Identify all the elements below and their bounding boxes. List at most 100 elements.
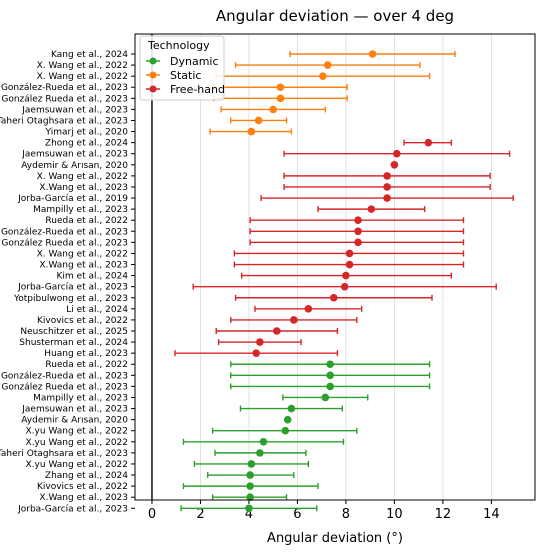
data-point (383, 183, 391, 191)
y-tick-label: X. Wang et al., 2022 (37, 172, 128, 182)
data-point (345, 260, 354, 269)
y-tick-label: Neuschitzer et al., 2025 (20, 327, 128, 337)
data-point (329, 293, 338, 302)
y-tick-label: Yotpibulwong et al., 2023 (13, 294, 128, 304)
legend-title: Technology (147, 39, 210, 52)
y-tick-label: X.yu Wang et al., 2022 (26, 438, 128, 448)
y-tick-label: Jorba-García et al., 2023 (17, 504, 128, 514)
x-tick-label: 4 (245, 507, 253, 522)
y-tick-label: Huang et al., 2023 (44, 349, 128, 359)
y-tick-label: Mampilly et al., 2023 (33, 393, 128, 403)
data-point (424, 138, 433, 147)
data-point (247, 127, 256, 136)
legend-label-dynamic: Dynamic (170, 55, 219, 68)
legend-label-static: Static (170, 69, 201, 82)
data-point (256, 338, 264, 346)
data-point (368, 50, 377, 58)
legend-box (139, 35, 225, 101)
data-point (354, 216, 362, 224)
data-point (276, 83, 285, 92)
y-tick-label: Jaemsuwan et al., 2023 (21, 105, 128, 115)
y-tick-label: X. Wang et al., 2022 (37, 249, 128, 259)
data-point (354, 227, 362, 236)
y-tick-label: González-Rueda et al., 2023 (1, 371, 128, 381)
data-point (252, 349, 261, 357)
y-tick-label: Jaemsuwan et al., 2023 (21, 405, 128, 415)
y-tick-label: González Rueda et al., 2023 (1, 94, 128, 104)
data-point (323, 61, 332, 69)
data-point (326, 360, 334, 369)
data-point (246, 471, 254, 479)
data-point (289, 316, 298, 324)
y-tick-label: González Rueda et al., 2023 (1, 238, 128, 248)
data-point (246, 493, 254, 502)
y-tick-label: X.Wang et al., 2023 (39, 261, 128, 271)
data-point (393, 149, 401, 158)
y-tick-label: X. Wang et al., 2022 (37, 72, 128, 82)
chart-title: Angular deviation — over 4 deg (216, 7, 454, 25)
data-point (340, 282, 349, 291)
y-tick-label: X.Wang et al., 2023 (39, 493, 128, 503)
y-tick-label: Kang et al., 2024 (51, 50, 128, 60)
data-point (383, 194, 391, 202)
y-tick-label: Aydemir & Arısan, 2020 (21, 161, 128, 171)
data-point (326, 371, 334, 380)
legend-marker-dot (149, 85, 157, 93)
data-point (283, 415, 292, 424)
data-point (321, 393, 330, 402)
data-point (287, 404, 296, 413)
legend-label-free-hand: Free-hand (170, 83, 225, 96)
y-tick-label: Taheri Otaghsara et al., 2023 (0, 449, 128, 459)
data-point (304, 305, 313, 313)
data-point (367, 205, 376, 213)
y-tick-label: Kivovics et al., 2022 (37, 316, 128, 326)
y-tick-label: Zhang et al., 2024 (45, 471, 128, 481)
x-tick-label: 6 (293, 507, 301, 522)
y-tick-label: Li et al., 2024 (66, 305, 128, 315)
y-tick-label: Shusterman et al., 2024 (19, 338, 128, 348)
data-point (246, 482, 254, 490)
data-point (269, 105, 277, 114)
y-tick-label: Jorba-García et al., 2023 (17, 283, 128, 293)
y-tick-label: Zhong et al., 2024 (45, 139, 128, 149)
x-axis-title: Angular deviation (°) (267, 531, 403, 546)
data-point (254, 116, 263, 125)
x-tick-label: 10 (386, 507, 403, 522)
y-tick-label: X.yu Wang et al., 2022 (26, 427, 128, 437)
data-point (276, 94, 285, 103)
y-tick-label: González-Rueda et al., 2023 (1, 83, 128, 93)
y-tick-label: González-Rueda et al., 2023 (1, 227, 128, 237)
legend: Technology Dynamic Static Free-hand (139, 35, 225, 101)
data-point (247, 460, 256, 468)
y-tick-label: Kim et al., 2024 (57, 272, 129, 282)
data-point (383, 172, 391, 180)
y-tick-label: Rueda et al., 2022 (45, 360, 128, 370)
y-tick-label: Jorba-García et al., 2019 (17, 194, 128, 204)
x-tick-label: 0 (148, 507, 156, 522)
y-tick-label: González Rueda et al., 2023 (1, 382, 128, 392)
y-tick-label: Aydemir & Arısan, 2020 (21, 416, 128, 426)
legend-marker-dot (149, 71, 157, 79)
y-tick-label: Mampilly et al., 2023 (33, 205, 128, 215)
data-point (259, 438, 268, 446)
y-tick-label: Taheri Otaghsara et al., 2023 (0, 116, 128, 126)
legend-entry-free-hand: Free-hand (146, 83, 225, 96)
x-tick-label: 2 (196, 507, 204, 522)
data-point (319, 72, 327, 80)
x-tick-label: 14 (483, 507, 500, 522)
y-tick-label: Kivovics et al., 2022 (37, 482, 128, 492)
y-tick-label: X.Wang et al., 2023 (39, 183, 128, 193)
legend-entry-static: Static (146, 69, 201, 82)
y-tick-label: Rueda et al., 2022 (45, 216, 128, 226)
data-point (390, 161, 399, 169)
data-point (345, 249, 354, 258)
x-tick-label: 12 (435, 507, 452, 522)
y-tick-label: Yimarj et al., 2020 (45, 128, 129, 138)
legend-entry-dynamic: Dynamic (146, 55, 219, 68)
y-tick-label: X.yu Wang et al., 2022 (26, 460, 128, 470)
data-point (273, 327, 281, 335)
plot-frame (134, 33, 536, 501)
legend-marker-dot (149, 57, 157, 65)
